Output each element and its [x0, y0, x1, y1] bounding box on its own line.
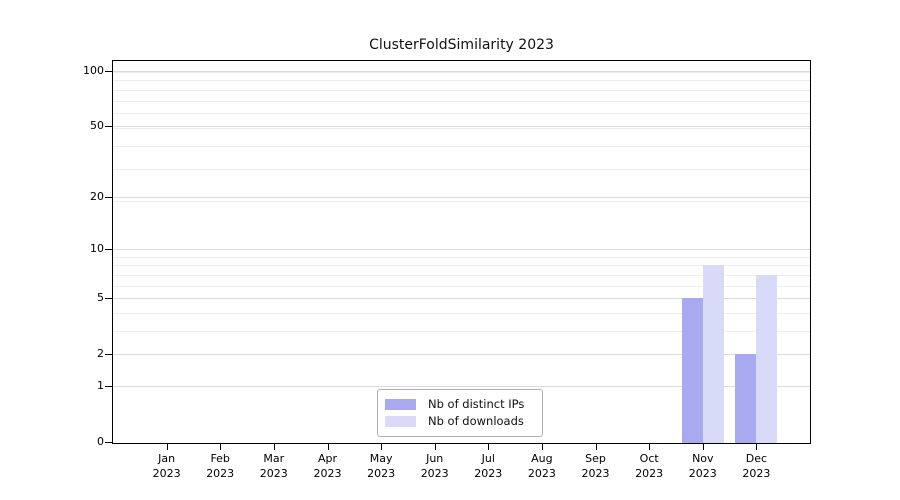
x-tick-label-aug: Aug 2023	[527, 452, 556, 480]
gridline-minor	[113, 89, 810, 91]
y-tick-label: 50	[90, 118, 104, 132]
gridline-major	[113, 71, 810, 72]
gridline-minor	[113, 274, 810, 276]
x-tick-mark	[756, 444, 758, 450]
gridline-minor	[113, 201, 810, 203]
x-tick-mark	[595, 444, 597, 450]
x-tick-mark	[702, 444, 704, 450]
y-tick-mark	[105, 298, 112, 299]
x-tick-label-feb: Feb 2023	[206, 452, 235, 480]
x-tick-label-jan: Jan 2023	[152, 452, 181, 480]
y-tick-mark	[105, 71, 112, 72]
x-tick-mark	[488, 444, 490, 450]
x-tick-label-dec: Dec 2023	[742, 452, 771, 480]
chart-title: ClusterFoldSimilarity 2023	[369, 37, 554, 53]
y-tick-label: 5	[97, 291, 104, 304]
x-tick-label-may: May 2023	[367, 452, 396, 480]
plot-area	[112, 60, 811, 444]
gridline-major	[113, 197, 810, 199]
legend-swatch-distinct-ips	[385, 399, 416, 410]
legend-item-downloads: Nb of downloads	[385, 415, 535, 428]
x-tick-label-sep: Sep 2023	[581, 452, 610, 480]
x-tick-mark	[273, 444, 275, 450]
gridline-minor	[113, 312, 810, 314]
y-tick-label: 2	[97, 346, 104, 360]
gridline-minor	[113, 112, 810, 114]
bar-downloads-dec	[756, 274, 778, 443]
gridline-minor	[113, 256, 810, 258]
x-tick-label-oct: Oct 2023	[635, 452, 664, 480]
gridline-major	[113, 249, 810, 251]
gridline-minor	[113, 80, 810, 82]
y-tick-mark	[105, 197, 112, 199]
x-tick-label-mar: Mar 2023	[259, 452, 288, 480]
y-tick-mark	[105, 386, 112, 388]
x-tick-label-apr: Apr 2023	[313, 452, 342, 480]
legend-swatch-downloads	[385, 416, 416, 427]
x-tick-mark	[327, 444, 329, 450]
gridline-minor	[113, 168, 810, 170]
gridline-minor	[113, 285, 810, 287]
x-tick-label-jul: Jul 2023	[474, 452, 503, 480]
gridline-minor	[113, 265, 810, 267]
x-tick-mark	[220, 444, 222, 450]
x-tick-mark	[381, 444, 383, 450]
y-tick-label: 20	[90, 190, 104, 204]
x-tick-mark	[541, 444, 543, 450]
x-tick-label-nov: Nov 2023	[688, 452, 717, 480]
bar-downloads-nov	[702, 265, 724, 443]
gridline-major	[113, 386, 810, 388]
legend-label-distinct-ips: Nb of distinct IPs	[428, 397, 525, 411]
bar-distinct-ips-dec	[735, 353, 757, 443]
legend-item-distinct-ips: Nb of distinct IPs	[385, 398, 535, 411]
x-tick-mark	[166, 444, 168, 450]
x-tick-mark	[649, 444, 651, 450]
y-tick-mark	[105, 353, 112, 355]
x-tick-label-jun: Jun 2023	[420, 452, 449, 480]
y-tick-mark	[105, 125, 112, 127]
gridline-minor	[113, 145, 810, 147]
y-tick-mark	[105, 249, 112, 251]
y-tick-label: 100	[83, 64, 104, 77]
x-tick-mark	[434, 444, 436, 450]
legend: Nb of distinct IPs Nb of downloads	[377, 389, 543, 437]
gridline-minor	[113, 330, 810, 332]
gridline-minor	[113, 71, 810, 73]
y-tick-label: 10	[90, 242, 104, 256]
y-tick-mark	[105, 442, 112, 443]
legend-label-downloads: Nb of downloads	[428, 414, 524, 428]
y-tick-label: 1	[97, 379, 104, 393]
gridline-major	[113, 353, 810, 355]
gridline-major	[113, 298, 810, 299]
gridline-major	[113, 125, 810, 127]
gridline-minor	[113, 100, 810, 102]
bar-distinct-ips-nov	[681, 298, 703, 443]
gridline-minor	[113, 127, 810, 129]
y-tick-label: 0	[97, 435, 104, 448]
